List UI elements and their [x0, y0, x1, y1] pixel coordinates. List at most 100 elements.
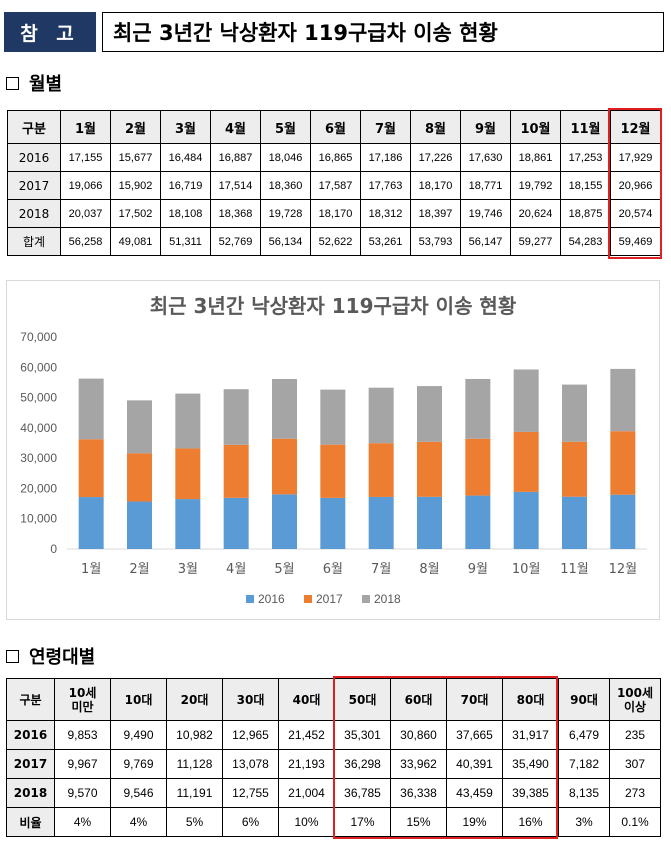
y-tick-label: 20,000 [20, 481, 57, 495]
table-cell: 59,469 [610, 227, 661, 256]
x-tick-label: 6월 [323, 562, 343, 577]
y-tick-label: 60,000 [20, 360, 57, 374]
table-cell: 15% [390, 807, 447, 837]
x-tick-label: 3월 [178, 562, 198, 577]
table-cell: 4% [54, 807, 111, 837]
x-tick-label: 9월 [468, 562, 488, 577]
column-header: 4월 [210, 110, 261, 144]
x-tick-label: 2월 [129, 562, 149, 577]
bar-segment-2018 [562, 384, 587, 442]
table-cell: 43,459 [446, 778, 503, 808]
checkbox-square-icon [6, 649, 19, 663]
table-cell: 13,078 [222, 749, 279, 779]
table-cell: 17,186 [360, 143, 411, 172]
column-header: 10세 미만 [54, 678, 111, 721]
table-row: 합계 56,258 49,081 51,311 52,769 56,134 52,622 53… [7, 227, 661, 256]
table-cell: 18,771 [460, 171, 511, 200]
table-cell: 18,875 [560, 199, 611, 228]
bar-segment-2017 [368, 443, 394, 497]
bar-segment-2016 [272, 494, 297, 549]
bar-segment-2018 [417, 386, 442, 442]
legend-swatch [246, 595, 254, 603]
legend-swatch [362, 595, 370, 603]
bar-segment-2017 [78, 439, 104, 498]
table-cell: 18,108 [160, 199, 211, 228]
column-header: 구분 [7, 110, 61, 144]
table-row: 2016 17,155 15,677 16,484 16,887 18,046 16,865… [7, 143, 661, 172]
bar-segment-2018 [127, 400, 152, 454]
column-header: 2월 [110, 110, 161, 144]
y-tick-label: 10,000 [20, 512, 57, 526]
column-header: 5월 [260, 110, 311, 144]
legend-label: 2018 [374, 592, 401, 606]
legend-label: 2017 [316, 592, 343, 606]
section-monthly-heading: 월별 [6, 70, 62, 96]
table-cell: 40,391 [446, 749, 503, 779]
table-cell: 307 [609, 749, 661, 779]
table-cell: 56,147 [460, 227, 511, 256]
column-header: 11월 [560, 110, 611, 144]
table-cell: 9,853 [54, 720, 111, 750]
bar-segment-2017 [465, 438, 491, 496]
table-cell: 12,755 [222, 778, 279, 808]
y-tick-label: 70,000 [20, 330, 57, 344]
bar-segment-2017 [562, 441, 587, 497]
table-cell: 53,793 [410, 227, 461, 256]
table-cell: 49,081 [110, 227, 161, 256]
table-cell: 11,128 [166, 749, 223, 779]
monthly-table: 구분 1월 2월 3월 4월 5월 6월 7월 8월 9월 10월 11월 12월 2016 17,155 1… [7, 110, 661, 256]
table-cell: 33,962 [390, 749, 447, 779]
bar-segment-2018 [175, 393, 201, 449]
row-label: 비율 [6, 807, 55, 837]
row-label: 2017 [7, 171, 61, 200]
table-cell: 10% [278, 807, 335, 837]
table-cell: 4% [110, 807, 167, 837]
bar-segment-2016 [513, 491, 539, 549]
page-header: 참 고 최근 3년간 낙상환자 119구급차 이송 현황 [4, 12, 664, 52]
x-tick-label: 7월 [371, 562, 391, 577]
table-cell: 17,155 [60, 143, 111, 172]
bar-segment-2016 [127, 501, 152, 549]
table-cell: 17,630 [460, 143, 511, 172]
table-cell: 37,665 [446, 720, 503, 750]
table-cell: 18,170 [410, 171, 461, 200]
bar-segment-2018 [223, 389, 249, 445]
legend-swatch [304, 595, 312, 603]
bar-segment-2016 [562, 496, 587, 549]
table-cell: 17,502 [110, 199, 161, 228]
x-tick-label: 11월 [560, 562, 589, 577]
column-header: 10대 [110, 678, 167, 721]
table-row: 2018 9,570 9,546 11,191 12,755 21,004 36,785 36… [6, 778, 661, 808]
table-cell: 17,226 [410, 143, 461, 172]
table-cell: 21,452 [278, 720, 335, 750]
column-header: 8월 [410, 110, 461, 144]
x-tick-label: 12월 [609, 562, 638, 577]
row-label: 2016 [7, 143, 61, 172]
y-tick-label: 30,000 [20, 451, 57, 465]
column-header: 70대 [446, 678, 503, 721]
column-header: 30대 [222, 678, 279, 721]
column-header: 100세 이상 [609, 678, 661, 721]
column-header: 7월 [360, 110, 411, 144]
table-cell: 3% [558, 807, 610, 837]
table-cell: 54,283 [560, 227, 611, 256]
table-cell: 12,965 [222, 720, 279, 750]
table-cell: 15,902 [110, 171, 161, 200]
table-cell: 20,624 [510, 199, 561, 228]
table-cell: 17,929 [610, 143, 661, 172]
bar-segment-2018 [78, 378, 104, 440]
x-tick-label: 8월 [419, 562, 439, 577]
column-header: 50대 [334, 678, 391, 721]
table-cell: 18,312 [360, 199, 411, 228]
y-tick-label: 0 [50, 542, 57, 556]
row-label: 2016 [6, 720, 55, 750]
monthly-stacked-bar-chart: 최근 3년간 낙상환자 119구급차 이송 현황 0 10,000 20,000 30,… [6, 280, 660, 620]
table-cell: 56,134 [260, 227, 311, 256]
x-tick-label: 4월 [226, 562, 246, 577]
bar-segment-2017 [127, 453, 152, 502]
table-cell: 15,677 [110, 143, 161, 172]
table-cell: 19,066 [60, 171, 111, 200]
table-cell: 56,258 [60, 227, 111, 256]
table-cell: 17,763 [360, 171, 411, 200]
table-cell: 8,135 [558, 778, 610, 808]
